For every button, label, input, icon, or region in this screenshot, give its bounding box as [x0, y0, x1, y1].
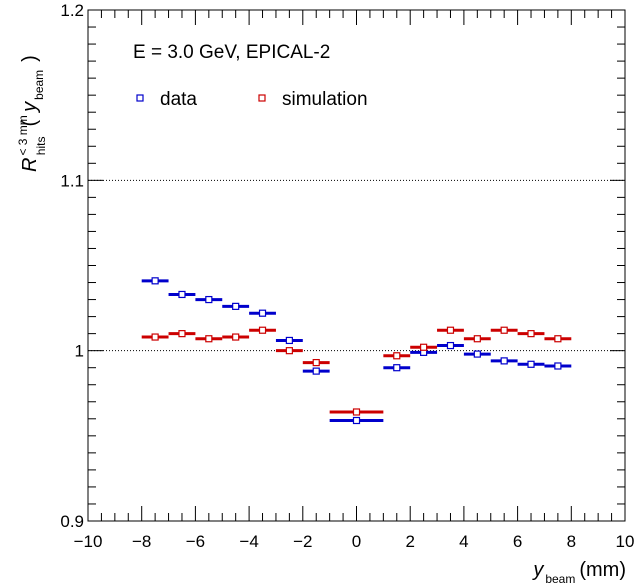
marker-data: [258, 309, 267, 317]
reference-lines: [88, 179, 625, 352]
marker-data: [446, 341, 455, 350]
series-simulation: [141, 326, 572, 416]
marker-simulation: [285, 347, 293, 355]
y-axis-title-paren-open: (: [19, 120, 41, 127]
x-axis-title-unit: (mm): [579, 559, 626, 581]
data-marks: [141, 277, 572, 425]
y-axis-title-var2-sub: beam: [32, 70, 46, 100]
x-tick-label: 0: [352, 532, 361, 551]
marker-data: [527, 360, 535, 368]
plot-frame: [87, 9, 626, 522]
legend-marker-data: [136, 94, 144, 102]
legend-label-data: data: [160, 89, 197, 110]
x-axis-title: y beam (mm): [531, 559, 626, 586]
marker-data: [352, 416, 361, 425]
y-axis-title-paren-close: ): [19, 55, 41, 62]
x-tick-label: 4: [459, 532, 468, 551]
y-axis-title-sup: < 3 mm: [16, 115, 30, 155]
x-tick-label: 10: [616, 532, 635, 551]
tick-labels: −10 −8 −6 −4 −2 0 2 4 6 8 10 0.9 1 1.1 1.2: [60, 1, 634, 551]
marker-simulation: [500, 326, 508, 334]
marker-simulation: [178, 330, 186, 338]
x-tick-label: −2: [293, 532, 312, 551]
marker-simulation: [205, 335, 213, 343]
marker-simulation: [527, 330, 535, 338]
y-tick-label: 1.2: [60, 1, 84, 20]
x-tick-label: 8: [567, 532, 576, 551]
y-axis-title-var: R: [19, 158, 41, 172]
legend-marker-simulation: [258, 94, 266, 102]
marker-data: [151, 277, 159, 285]
x-tick-label: −8: [132, 532, 151, 551]
marker-simulation: [258, 326, 267, 334]
marker-simulation: [473, 335, 481, 343]
marker-simulation: [352, 408, 361, 416]
marker-simulation: [393, 352, 401, 360]
x-tick-label: 2: [405, 532, 414, 551]
x-tick-label: −6: [186, 532, 205, 551]
y-tick-label: 1.1: [60, 171, 84, 190]
marker-data: [393, 364, 401, 372]
y-axis-title-sub: hits: [34, 137, 48, 156]
marker-data: [232, 302, 240, 310]
marker-simulation: [446, 326, 455, 334]
legend: data simulation: [136, 89, 368, 110]
marker-data: [312, 367, 320, 375]
annotation-text: E = 3.0 GeV, EPICAL-2: [133, 42, 330, 63]
marker-simulation: [151, 333, 159, 341]
marker-data: [205, 295, 213, 304]
x-axis-title-var: y: [531, 559, 544, 581]
marker-simulation: [554, 335, 562, 343]
x-tick-label: 6: [513, 532, 522, 551]
marker-data: [500, 357, 508, 365]
y-axis-title: R < 3 mm hits ( ybeam): [16, 55, 48, 172]
series-data: [141, 277, 572, 425]
marker-data: [285, 336, 293, 345]
marker-simulation: [420, 343, 428, 351]
x-tick-label: −4: [239, 532, 258, 551]
legend-label-simulation: simulation: [282, 89, 368, 110]
x-axis-title-sub: beam: [545, 572, 575, 586]
marker-data: [178, 290, 186, 299]
marker-simulation: [312, 358, 320, 367]
marker-simulation: [232, 333, 240, 341]
y-axis-title-var2: y: [19, 101, 41, 114]
y-tick-label: 0.9: [60, 512, 84, 531]
marker-data: [473, 350, 481, 358]
marker-data: [554, 362, 562, 370]
x-tick-label: −10: [74, 532, 103, 551]
y-tick-label: 1: [75, 342, 84, 361]
